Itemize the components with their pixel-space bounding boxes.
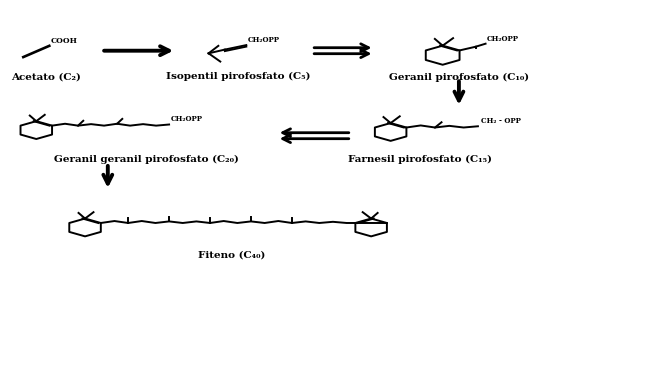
Text: CH₂ - OPP: CH₂ - OPP — [481, 117, 521, 125]
Text: Geranil geranil pirofosfato (C₂₀): Geranil geranil pirofosfato (C₂₀) — [54, 154, 240, 163]
Text: Fiteno (C₄₀): Fiteno (C₄₀) — [197, 251, 265, 260]
Text: CH₂OPP: CH₂OPP — [248, 36, 280, 44]
Text: Isopentil pirofosfato (C₅): Isopentil pirofosfato (C₅) — [166, 72, 310, 81]
Text: CH₂OPP: CH₂OPP — [487, 35, 519, 43]
Text: CH₂OPP: CH₂OPP — [171, 115, 203, 123]
Text: Geranil pirofosfato (C₁₀): Geranil pirofosfato (C₁₀) — [389, 73, 529, 82]
Text: Acetato (C₂): Acetato (C₂) — [11, 72, 81, 81]
Text: COOH: COOH — [51, 37, 77, 45]
Text: Farnesil pirofosfato (C₁₅): Farnesil pirofosfato (C₁₅) — [348, 154, 492, 163]
